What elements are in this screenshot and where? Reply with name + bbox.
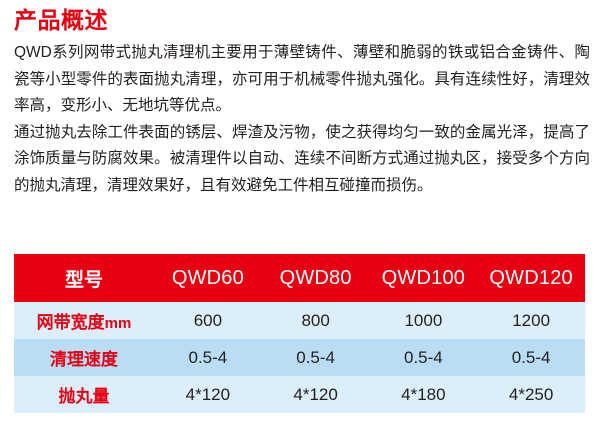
cell-belt-width-2: 800	[301, 310, 330, 330]
row-label-cleaning-speed: 清理速度	[14, 339, 154, 376]
cell-cleaning-speed-4: 0.5-4	[511, 347, 551, 367]
row-label-unit: mm	[104, 315, 132, 332]
spec-table-header-row: 型号 QWD60 QWD80 QWD100 QWD120	[14, 254, 585, 302]
page-title: 产品概述	[14, 7, 108, 33]
cell-shot-volume-1: 4*120	[185, 384, 231, 404]
row-label-belt-width: 网带宽度mm	[14, 302, 154, 339]
overview-paragraph-1: QWD系列网带式抛丸清理机主要用于薄壁铸件、薄壁和脆弱的铁或铝合金铸件、陶瓷等小…	[14, 44, 590, 114]
row-label-text: 清理速度	[50, 350, 118, 369]
header-cell-model-label: 型号	[64, 269, 103, 291]
spec-table: 型号 QWD60 QWD80 QWD100 QWD120 网带宽度mm 600 …	[14, 254, 585, 413]
header-cell-model-2: QWD80	[279, 266, 352, 289]
table-row: 清理速度 0.5-4 0.5-4 0.5-4 0.5-4	[14, 339, 585, 376]
spec-table-container: 型号 QWD60 QWD80 QWD100 QWD120 网带宽度mm 600 …	[14, 254, 585, 413]
row-label-text: 抛丸量	[58, 387, 110, 406]
overview-paragraph-2: 通过抛丸去除工件表面的锈层、焊渣及污物，使之获得均匀一致的金属光泽，提高了涂饰质…	[14, 123, 590, 194]
cell-cleaning-speed-1: 0.5-4	[188, 347, 228, 367]
header-cell-model-3: QWD100	[381, 266, 466, 289]
cell-belt-width-3: 1000	[404, 310, 443, 330]
cell-belt-width-1: 600	[193, 310, 223, 330]
overview-body: QWD系列网带式抛丸清理机主要用于薄壁铸件、薄壁和脆弱的铁或铝合金铸件、陶瓷等小…	[14, 40, 590, 199]
cell-shot-volume-2: 4*120	[293, 384, 338, 404]
cell-cleaning-speed-3: 0.5-4	[404, 347, 443, 367]
header-cell-model-1: QWD60	[171, 266, 244, 289]
cell-shot-volume-3: 4*180	[401, 384, 446, 404]
cell-shot-volume-4: 4*250	[508, 384, 554, 404]
row-label-shot-volume: 抛丸量	[14, 376, 154, 413]
table-row: 抛丸量 4*120 4*120 4*180 4*250	[14, 376, 585, 413]
table-row: 网带宽度mm 600 800 1000 1200	[14, 302, 585, 339]
cell-belt-width-4: 1200	[512, 310, 551, 330]
cell-cleaning-speed-2: 0.5-4	[296, 347, 335, 367]
header-cell-model-4: QWD120	[489, 266, 573, 289]
row-label-text: 网带宽度	[36, 313, 105, 332]
